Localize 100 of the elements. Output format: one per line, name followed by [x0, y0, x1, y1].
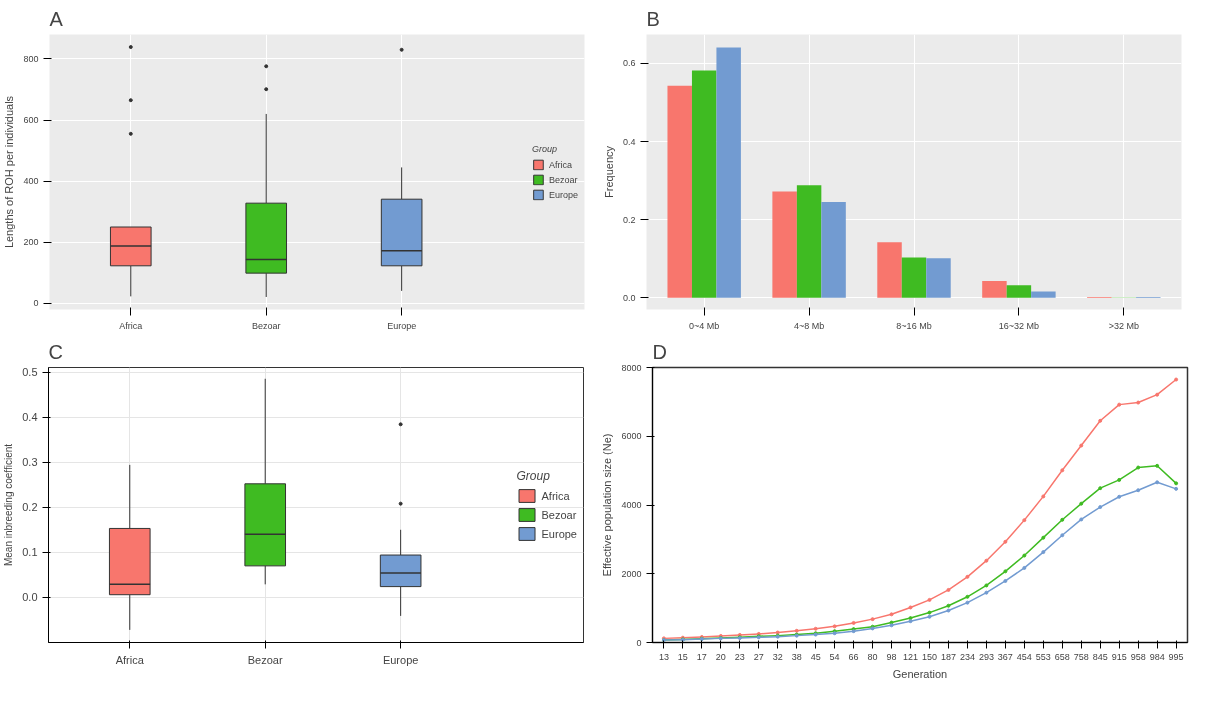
- x-tick-label: 15: [677, 651, 688, 662]
- x-tick-label: 758: [1073, 651, 1089, 662]
- point: [813, 626, 818, 631]
- y-tick-label: 200: [23, 237, 39, 248]
- point: [908, 605, 913, 610]
- point: [1098, 418, 1103, 423]
- legend-label: Africa: [541, 489, 570, 501]
- bar: [691, 70, 717, 298]
- point: [1079, 443, 1084, 448]
- x-tick-label: 958: [1130, 651, 1146, 662]
- point: [1003, 578, 1008, 583]
- point: [946, 603, 951, 608]
- bar: [772, 191, 797, 298]
- x-tick-label: 995: [1168, 651, 1184, 662]
- bar: [982, 280, 1007, 298]
- chart-title: B: [646, 7, 660, 30]
- x-tick-label: 80: [867, 651, 878, 662]
- x-tick-label: 16~32 Mb: [998, 320, 1040, 331]
- chart-title: A: [49, 7, 64, 30]
- point: [946, 587, 951, 592]
- x-tick-label: 17: [696, 651, 707, 662]
- x-tick-label: Europe: [382, 653, 419, 666]
- bar: [716, 47, 741, 298]
- x-tick-label: 20: [715, 651, 726, 662]
- x-tick-label: 234: [959, 651, 975, 662]
- x-tick-label: 38: [791, 651, 802, 662]
- point: [870, 617, 875, 622]
- point: [1136, 465, 1141, 470]
- point: [794, 628, 799, 633]
- point: [851, 620, 856, 625]
- point: [1079, 501, 1084, 506]
- x-tick-label: 984: [1149, 651, 1165, 662]
- point: [832, 624, 837, 629]
- y-tick-label: 0.2: [22, 501, 38, 514]
- bar: [1006, 285, 1032, 298]
- point: [1060, 517, 1065, 522]
- y-tick-label: 600: [23, 115, 39, 126]
- point: [1022, 565, 1027, 570]
- bar: [821, 202, 846, 298]
- y-tick-label: 400: [23, 176, 39, 187]
- point: [1117, 402, 1122, 407]
- x-tick-label: 66: [848, 651, 859, 662]
- x-tick-label: 845: [1092, 651, 1108, 662]
- point: [965, 594, 970, 599]
- x-tick-label: 915: [1111, 651, 1127, 662]
- point: [1060, 533, 1065, 538]
- point: [1041, 494, 1046, 499]
- legend-title: Group: [531, 143, 558, 153]
- y-tick-label: 2000: [621, 568, 642, 579]
- point: [1174, 481, 1179, 486]
- bar: [667, 85, 692, 298]
- x-tick-label: 150: [921, 651, 938, 662]
- y-axis-title: Mean inbreeding coefficient: [3, 443, 15, 567]
- y-tick-label: 0.0: [622, 292, 636, 303]
- x-tick-label: 454: [1016, 651, 1032, 662]
- y-tick-label: 0.6: [622, 58, 636, 69]
- y-tick-label: 800: [23, 53, 39, 64]
- x-tick-label: 45: [810, 651, 821, 662]
- legend-label: Europe: [541, 527, 577, 539]
- point: [1003, 569, 1008, 574]
- x-tick-label: 187: [940, 651, 956, 662]
- bar: [1031, 291, 1056, 298]
- y-tick-label: 0: [33, 298, 39, 309]
- point: [927, 610, 932, 615]
- legend-label: Bezoar: [541, 508, 577, 520]
- chart-title: D: [652, 340, 667, 363]
- x-tick-label: Bezoar: [251, 320, 281, 331]
- point: [1098, 505, 1103, 510]
- x-tick-label: 98: [886, 651, 897, 662]
- point: [1155, 480, 1160, 485]
- y-tick-label: 0.5: [22, 366, 38, 379]
- legend-label: Europe: [548, 189, 578, 199]
- point: [1079, 517, 1084, 522]
- chart-title: C: [48, 340, 63, 363]
- point: [984, 583, 989, 588]
- point: [927, 597, 932, 602]
- point: [965, 574, 970, 579]
- point: [1041, 550, 1046, 555]
- x-tick-label: 553: [1035, 651, 1051, 662]
- point: [1117, 477, 1122, 482]
- bar: [796, 185, 822, 298]
- point: [889, 612, 894, 617]
- y-tick-label: 0.3: [22, 456, 38, 469]
- point: [965, 600, 970, 605]
- point: [1136, 488, 1141, 493]
- point: [927, 614, 932, 619]
- y-axis-title: Lengths of ROH per individuals: [3, 95, 16, 249]
- bar: [926, 258, 951, 298]
- x-tick-label: 27: [753, 651, 764, 662]
- point: [1022, 553, 1027, 558]
- y-tick-label: 0.4: [622, 136, 636, 147]
- x-tick-label: 4~8 Mb: [793, 320, 825, 331]
- point: [1041, 535, 1046, 540]
- x-tick-label: 121: [903, 651, 919, 662]
- point: [1155, 463, 1160, 468]
- x-tick-label: 293: [978, 651, 994, 662]
- bar: [901, 257, 927, 298]
- y-tick-label: 0.0: [22, 591, 38, 604]
- point: [984, 558, 989, 563]
- x-tick-label: 13: [658, 651, 669, 662]
